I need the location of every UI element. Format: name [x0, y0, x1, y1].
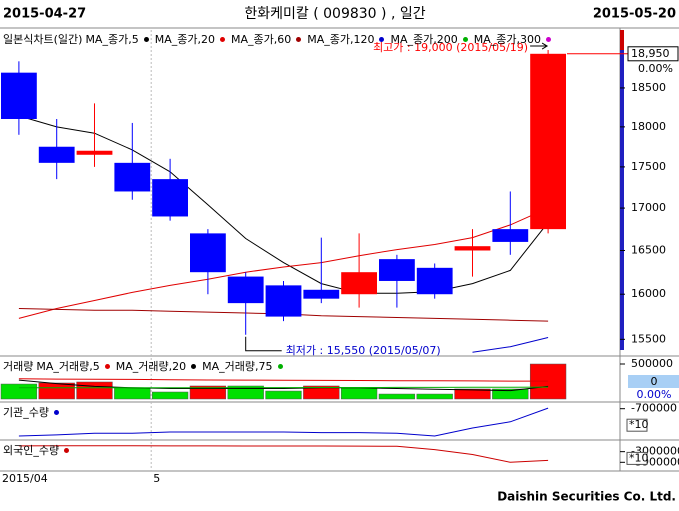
y-tick-label: 15500: [631, 332, 666, 345]
unit-box: [626, 451, 648, 465]
volume-bar: [303, 385, 340, 400]
chart-title: 한화케미칼 ( 009830 ) , 일간: [244, 6, 425, 22]
ma-line: [18, 378, 549, 382]
y-tick-label: 18000: [631, 120, 666, 133]
legend-title: 일본식차트(일간): [3, 33, 83, 46]
legend-swatch: [64, 447, 70, 453]
candle-body: [454, 246, 491, 251]
legend-label: MA_거래량,20: [115, 360, 187, 373]
annotation-arrow: [245, 336, 282, 352]
unit-box: [626, 418, 648, 432]
volume-bar: [492, 388, 529, 400]
y-tick-label: 18500: [631, 81, 666, 94]
legend: 기관_수량: [3, 404, 62, 420]
legend-swatch: [379, 36, 385, 42]
legend-label: MA_종가,120: [307, 33, 375, 46]
candle-body: [190, 233, 226, 273]
ma-line: [18, 379, 549, 392]
end-date: 2015-05-20: [593, 7, 676, 22]
x-tick-label: 2015/04: [2, 472, 48, 485]
legend-label: MA_거래량,75: [202, 360, 273, 373]
current-price-box: [627, 46, 679, 62]
candle-body: [1, 72, 37, 119]
legend-swatch: [462, 36, 468, 42]
y-tick-label: -700000: [631, 402, 677, 415]
legend-swatch: [104, 363, 110, 369]
volume-bar: [76, 381, 113, 400]
side-bar: [620, 30, 624, 50]
candle-body: [152, 179, 188, 217]
annotation-arrowhead: [541, 42, 549, 50]
ma-line: [18, 207, 549, 319]
candle-body: [341, 272, 377, 295]
candle-body: [227, 276, 264, 304]
unit-label: *10: [629, 451, 649, 464]
y-tick-label: 17000: [631, 201, 666, 214]
volume-bar: [416, 393, 453, 400]
change-label: 0.00%: [637, 388, 672, 401]
legend-swatch: [545, 36, 551, 42]
flow-line: [18, 407, 549, 437]
candle-body: [76, 150, 113, 155]
y-tick-label: 17500: [631, 160, 666, 173]
ma-line: [472, 337, 549, 353]
candle-body: [416, 267, 453, 295]
legend-title: 기관_수량: [3, 406, 49, 419]
candle-body: [38, 146, 75, 163]
volume-bar: [151, 391, 189, 400]
candle-body: [530, 53, 566, 230]
legend-label: MA_종가,200: [390, 33, 458, 46]
flow-line: [18, 445, 549, 463]
footer-brand: Daishin Securities Co. Ltd.: [497, 490, 676, 504]
legend-title: 거래량: [3, 360, 34, 373]
volume-bar: [189, 385, 227, 400]
annotation: 최고가 : 19,000 (2015/05/19): [373, 41, 528, 54]
ma-line: [18, 115, 549, 294]
volume-bar: [0, 383, 38, 400]
candle-body: [492, 229, 529, 242]
legend-swatch: [296, 36, 302, 42]
legend-label: MA_거래량,5: [36, 360, 100, 373]
current-volume-box: [628, 375, 679, 388]
volume-bar: [340, 387, 378, 400]
legend: 일본식차트(일간) MA_종가,5 MA_종가,20 MA_종가,60 MA_종가,12…: [3, 31, 554, 47]
legend-label: MA_종가,20: [154, 33, 215, 46]
legend-swatch: [277, 363, 283, 369]
legend-swatch: [191, 363, 197, 369]
unit-label: *10: [629, 418, 649, 431]
legend-swatch: [143, 36, 149, 42]
legend-swatch: [219, 36, 225, 42]
legend-title: 외국인_수량: [3, 444, 60, 457]
current-volume-label: 0: [651, 375, 658, 388]
legend-label: MA_종가,5: [85, 33, 139, 46]
volume-bar: [114, 387, 151, 400]
candle-body: [265, 285, 302, 317]
legend-label: MA_종가,300: [473, 33, 541, 46]
candle-body: [114, 162, 151, 192]
volume-bar: [454, 388, 491, 400]
current-price-label: 18,950: [631, 47, 670, 60]
y-tick-label: 16500: [631, 243, 666, 256]
legend-label: MA_종가,60: [230, 33, 292, 46]
annotation: 최저가 : 15,550 (2015/05/07): [286, 344, 441, 357]
volume-bar: [265, 390, 302, 400]
legend: 거래량 MA_거래량,5 MA_거래량,20 MA_거래량,75: [3, 358, 286, 374]
start-date: 2015-04-27: [3, 7, 86, 22]
side-bar: [620, 50, 624, 350]
candle-body: [379, 259, 415, 281]
legend: 외국인_수량: [3, 442, 72, 458]
volume-bar: [38, 382, 75, 400]
change-label: 0.00%: [638, 62, 673, 75]
y-tick-label: 500000: [631, 357, 673, 370]
legend-swatch: [53, 409, 59, 415]
volume-bar: [378, 393, 416, 400]
x-tick-label: 5: [153, 472, 160, 485]
y-tick-label: 16000: [631, 287, 666, 300]
ma-line: [18, 386, 549, 389]
candle-body: [303, 289, 340, 299]
volume-bar: [227, 385, 264, 400]
